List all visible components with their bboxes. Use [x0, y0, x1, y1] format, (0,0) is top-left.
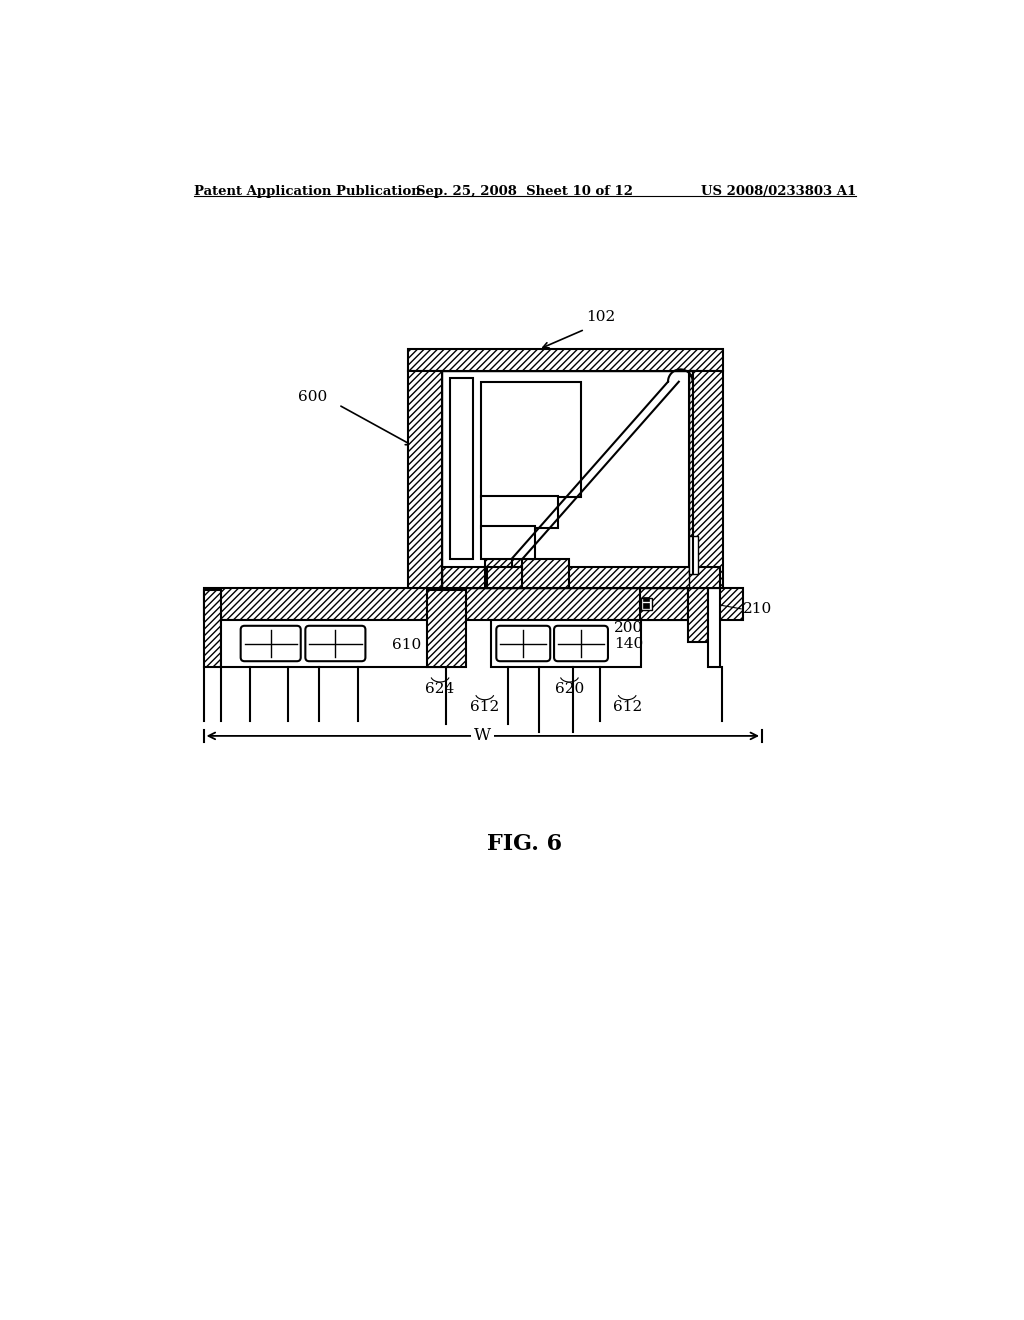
- FancyBboxPatch shape: [554, 626, 608, 661]
- Text: 140: 140: [614, 636, 643, 651]
- Text: W: W: [474, 727, 492, 744]
- Text: 200: 200: [614, 622, 643, 635]
- Bar: [221, 620, 449, 667]
- Bar: [427, 590, 466, 667]
- Bar: [408, 371, 442, 589]
- Text: US 2008/0233803 A1: US 2008/0233803 A1: [700, 185, 856, 198]
- FancyBboxPatch shape: [241, 626, 301, 661]
- Bar: [408, 350, 724, 371]
- Text: 610: 610: [392, 638, 422, 652]
- Bar: [204, 589, 742, 620]
- Bar: [481, 495, 558, 528]
- Bar: [442, 566, 720, 589]
- Bar: [481, 381, 581, 498]
- Bar: [484, 558, 569, 589]
- Text: Patent Application Publication: Patent Application Publication: [194, 185, 421, 198]
- Bar: [641, 598, 652, 610]
- Text: 102: 102: [586, 310, 614, 323]
- Text: 620: 620: [555, 682, 584, 696]
- Bar: [688, 589, 708, 642]
- Bar: [442, 371, 689, 589]
- Text: 600: 600: [298, 391, 327, 404]
- Bar: [640, 589, 688, 620]
- Bar: [643, 603, 649, 609]
- Text: 612: 612: [470, 700, 500, 714]
- Bar: [689, 536, 698, 574]
- Text: FIG. 6: FIG. 6: [487, 833, 562, 855]
- Bar: [490, 620, 641, 667]
- Bar: [204, 590, 220, 667]
- Text: 624: 624: [426, 682, 455, 696]
- Bar: [643, 597, 649, 601]
- Bar: [708, 589, 720, 667]
- Bar: [481, 527, 535, 558]
- Text: 612: 612: [612, 700, 642, 714]
- FancyBboxPatch shape: [305, 626, 366, 661]
- Bar: [451, 378, 473, 558]
- Bar: [689, 371, 724, 589]
- Bar: [442, 371, 689, 589]
- FancyBboxPatch shape: [497, 626, 550, 661]
- Text: 210: 210: [742, 602, 772, 616]
- Text: Sep. 25, 2008  Sheet 10 of 12: Sep. 25, 2008 Sheet 10 of 12: [417, 185, 633, 198]
- Bar: [487, 566, 521, 589]
